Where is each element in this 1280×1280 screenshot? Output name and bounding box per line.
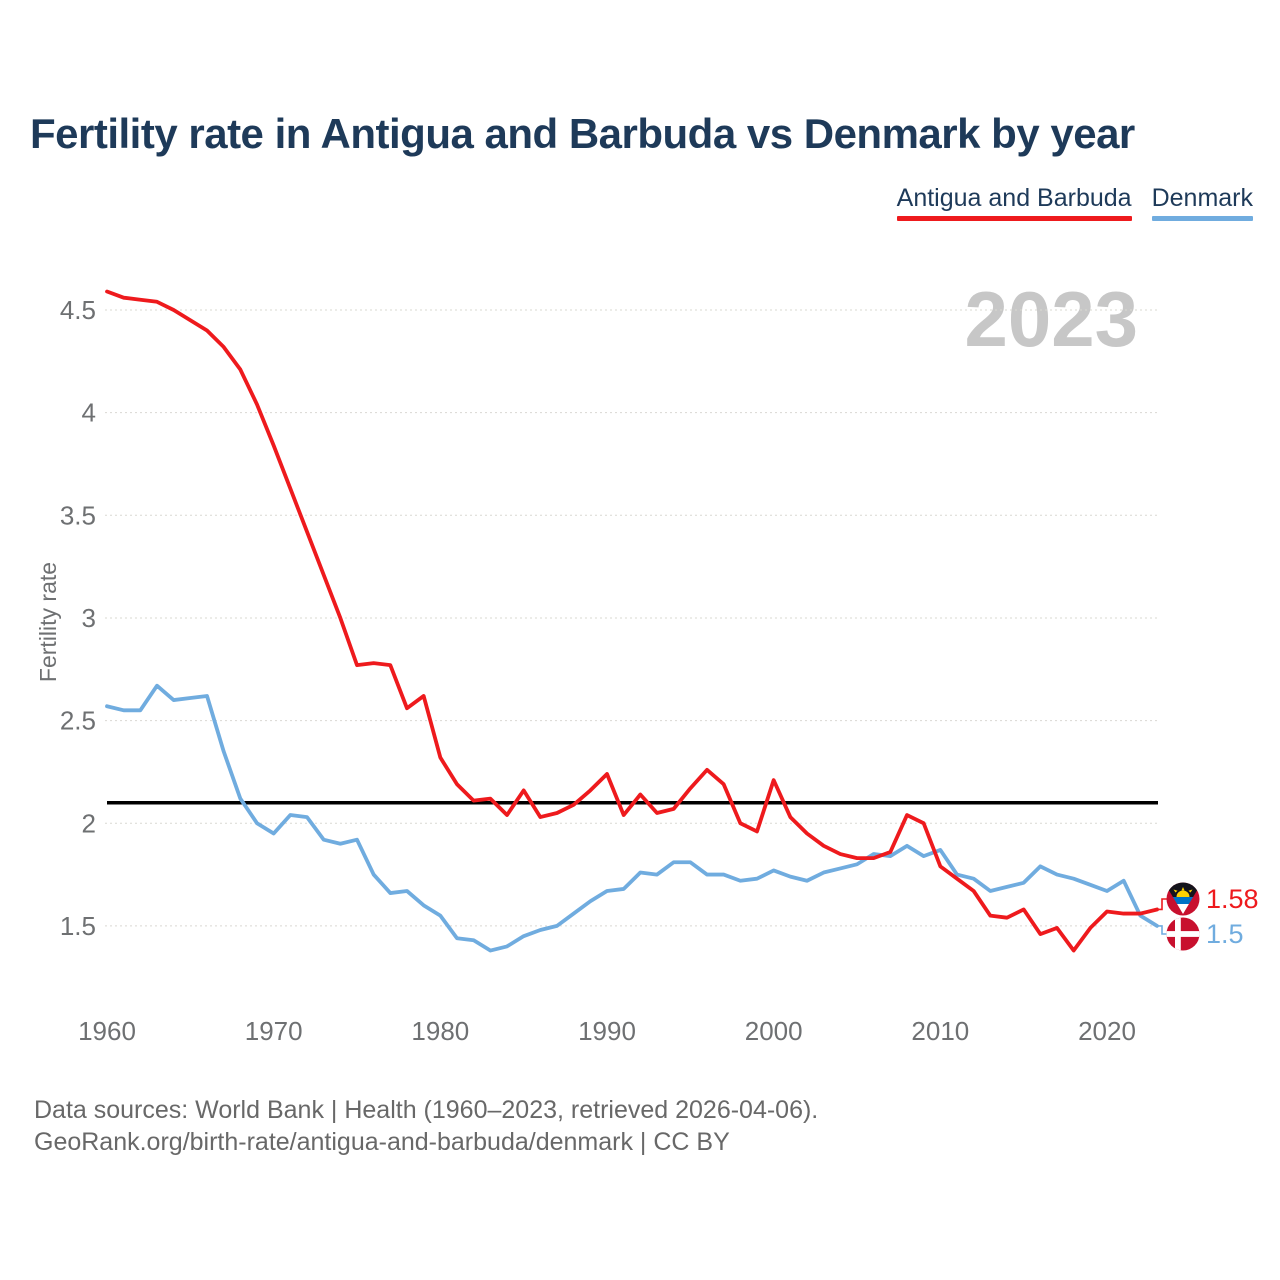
y-tick-label-4.5: 4.5 xyxy=(60,295,96,325)
end-value-antigua-and-barbuda: 1.58 xyxy=(1206,884,1259,914)
footer-attribution-line: GeoRank.org/birth-rate/antigua-and-barbu… xyxy=(34,1128,730,1156)
footer: Data sources: World Bank | Health (1960–… xyxy=(34,1094,818,1158)
end-connector-denmark xyxy=(1157,925,1167,935)
y-tick-label-4: 4 xyxy=(82,398,96,428)
legend-item-denmark[interactable]: Denmark xyxy=(1151,184,1253,221)
legend-label-denmark: Denmark xyxy=(1151,184,1253,212)
footer-sources-line: Data sources: World Bank | Health (1960–… xyxy=(34,1096,819,1124)
y-tick-label-2: 2 xyxy=(82,808,96,838)
x-tick-label-1970: 1970 xyxy=(245,1016,303,1046)
denmark-flag-icon xyxy=(1166,917,1200,951)
y-axis-title: Fertility rate xyxy=(35,562,61,682)
x-tick-label-1990: 1990 xyxy=(578,1016,636,1046)
chart-title: Fertility rate in Antigua and Barbuda vs… xyxy=(30,110,1135,157)
end-value-denmark: 1.5 xyxy=(1206,919,1244,949)
x-tick-label-2010: 2010 xyxy=(911,1016,969,1046)
legend-label-antigua-and-barbuda: Antigua and Barbuda xyxy=(896,184,1132,212)
y-tick-label-2.5: 2.5 xyxy=(60,706,96,736)
x-tick-label-1980: 1980 xyxy=(411,1016,469,1046)
series-line-denmark[interactable] xyxy=(105,683,1159,953)
legend-underline-denmark xyxy=(1151,216,1253,221)
y-tick-label-3: 3 xyxy=(82,603,96,633)
x-tick-label-1960: 1960 xyxy=(78,1016,136,1046)
antigua-and-barbuda-flag-icon xyxy=(1166,882,1200,916)
series-layer xyxy=(105,289,1167,953)
legend-item-antigua-and-barbuda[interactable]: Antigua and Barbuda xyxy=(896,184,1132,221)
x-tick-label-2020: 2020 xyxy=(1078,1016,1136,1046)
y-tick-label-1.5: 1.5 xyxy=(60,911,96,941)
end-connector-antigua-and-barbuda xyxy=(1157,898,1167,911)
y-tick-label-3.5: 3.5 xyxy=(60,500,96,530)
x-tick-label-2000: 2000 xyxy=(745,1016,803,1046)
legend: Antigua and Barbuda Denmark xyxy=(896,184,1253,221)
watermark-year: 2023 xyxy=(964,275,1138,363)
grid-layer: 4.5 4 3.5 3 2.5 2 1.5 1960 1970 1980 1990 2000 2010 2… xyxy=(60,295,1158,1046)
series-line-antigua-and-barbuda[interactable] xyxy=(105,289,1159,953)
legend-underline-antigua-and-barbuda xyxy=(896,216,1132,221)
